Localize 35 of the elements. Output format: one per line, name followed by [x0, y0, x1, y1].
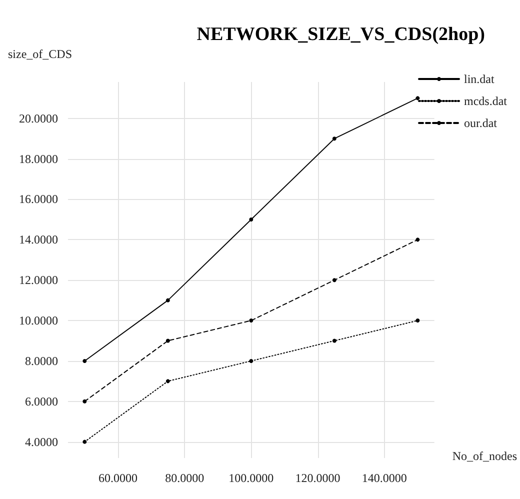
x-axis-title: No_of_nodes — [452, 449, 518, 463]
point — [416, 96, 420, 100]
point — [332, 136, 336, 141]
point — [166, 379, 170, 384]
legend-label: lin.dat — [464, 72, 496, 86]
x-tick-label: 100.0000 — [228, 471, 274, 485]
point — [166, 298, 170, 302]
point — [249, 217, 254, 222]
point — [416, 238, 420, 242]
point — [249, 358, 254, 363]
point — [82, 358, 87, 363]
legend-label: mcds.dat — [464, 94, 508, 108]
y-axis-title: size_of_CDS — [8, 47, 72, 61]
point — [332, 338, 336, 343]
point — [82, 399, 87, 404]
y-tick-label: 10.0000 — [19, 314, 58, 328]
x-tick-label: 140.0000 — [362, 471, 407, 485]
y-tick-label: 16.0000 — [19, 192, 58, 206]
point — [82, 440, 87, 444]
y-tick-label: 4.0000 — [25, 434, 58, 449]
y-tick-label: 6.0000 — [25, 394, 58, 408]
x-tick-label: 60.0000 — [98, 471, 138, 485]
point — [249, 318, 254, 323]
chart-title: NETWORK_SIZE_VS_CDS(2hop) — [196, 24, 486, 45]
y-tick-label: 14.0000 — [19, 232, 58, 247]
x-tick-label: 80.0000 — [165, 471, 204, 485]
legend-label: our.dat — [464, 116, 498, 130]
x-tick-label: 120.0000 — [295, 471, 340, 485]
y-tick-label: 8.0000 — [25, 354, 58, 368]
y-tick-label: 12.0000 — [19, 273, 58, 288]
y-tick-label: 20.0000 — [19, 111, 58, 126]
y-tick-label: 18.0000 — [19, 152, 58, 166]
point — [166, 338, 170, 343]
point — [416, 318, 420, 323]
point — [332, 278, 336, 282]
